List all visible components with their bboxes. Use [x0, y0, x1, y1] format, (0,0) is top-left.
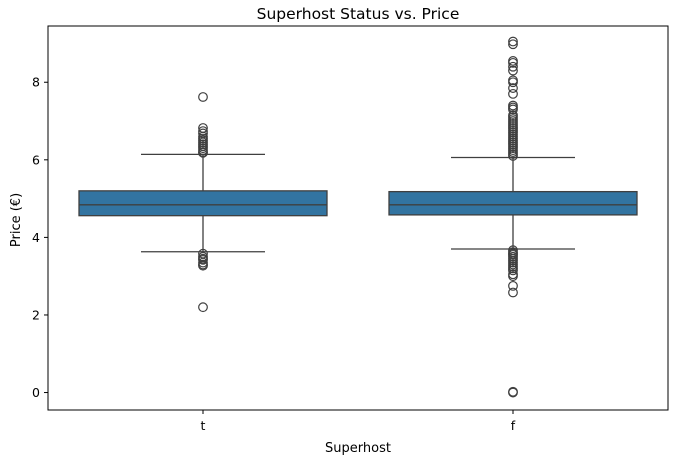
outlier-point [508, 36, 518, 47]
box-group-t [78, 92, 328, 313]
iqr-box [78, 190, 328, 217]
outlier-point [198, 92, 208, 102]
y-tick-label: 0 [32, 385, 40, 400]
y-tick-label: 8 [32, 75, 40, 90]
outlier-point [508, 287, 518, 298]
plot-area: 0 2 4 6 8 t f [32, 25, 669, 433]
plot-frame [47, 25, 669, 411]
outlier-point [508, 104, 518, 115]
outlier-point [508, 83, 518, 93]
x-tick-label: f [511, 418, 516, 433]
outlier-point [508, 57, 518, 68]
outlier-point [508, 265, 518, 276]
outlier-point [508, 387, 518, 398]
y-axis-label: Price (€) [9, 193, 24, 247]
x-axis-label: Superhost [325, 441, 391, 456]
y-tick-label: 4 [32, 230, 40, 245]
x-tick-label: t [201, 418, 206, 433]
outlier-point [508, 65, 518, 76]
outlier-point [198, 302, 208, 313]
outlier-point [508, 151, 518, 161]
outlier-point [508, 280, 518, 291]
outlier-point [508, 61, 518, 72]
outlier-point [508, 77, 518, 88]
chart-title: Superhost Status vs. Price [257, 5, 460, 23]
outlier-point [198, 260, 208, 271]
outlier-point [198, 254, 208, 265]
outlier-point [508, 271, 518, 282]
y-tick-label: 6 [32, 152, 40, 167]
iqr-box [388, 190, 638, 216]
outlier-point [198, 147, 208, 158]
y-tick-label: 2 [32, 307, 40, 322]
box-group-f [388, 36, 638, 398]
outlier-point [508, 39, 518, 50]
outlier-point [508, 88, 518, 99]
